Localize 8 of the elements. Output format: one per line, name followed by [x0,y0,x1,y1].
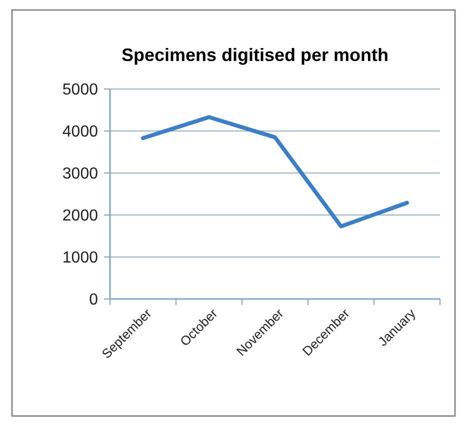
y-tick-label: 4000 [62,124,98,141]
chart-title: Specimens digitised per month [121,45,389,65]
y-tick-label: 3000 [62,166,98,183]
line-series [141,115,409,228]
y-tick-label: 5000 [62,82,98,99]
y-tick-label: 2000 [62,208,98,225]
y-tick-label: 0 [89,292,98,309]
y-tick-label: 1000 [62,250,98,267]
